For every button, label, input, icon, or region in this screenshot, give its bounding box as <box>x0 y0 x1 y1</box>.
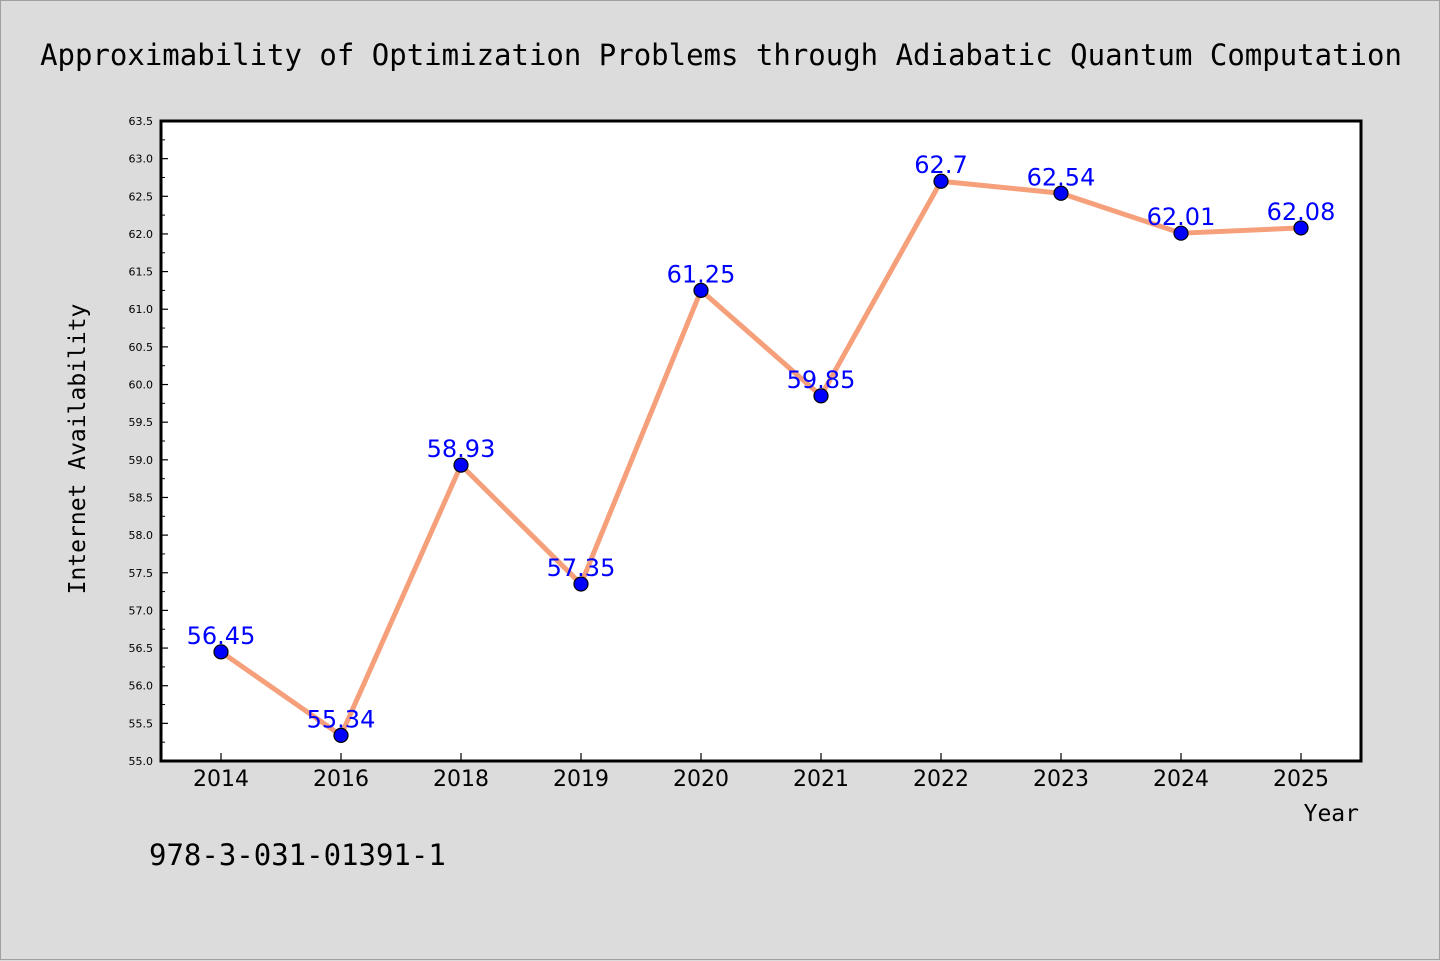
x-tick-label: 2016 <box>313 767 369 792</box>
data-point <box>213 644 229 660</box>
y-tick-label: 55.0 <box>129 755 154 768</box>
y-tick-label: 60.5 <box>129 341 154 354</box>
y-tick-label: 56.0 <box>129 680 154 693</box>
x-tick-label: 2019 <box>553 767 609 792</box>
data-label: 61.25 <box>667 260 736 288</box>
data-point <box>1173 225 1189 241</box>
data-point <box>693 282 709 299</box>
data-point <box>453 457 469 473</box>
y-tick-label: 61.0 <box>129 303 154 316</box>
x-tick-label: 2025 <box>1273 767 1329 792</box>
y-tick-label: 63.0 <box>129 153 154 166</box>
isbn-footer: 978-3-031-01391-1 <box>149 838 446 872</box>
series-line <box>219 178 1302 738</box>
data-label: 58.93 <box>427 435 496 463</box>
x-tick-label: 2021 <box>793 767 849 792</box>
x-tick-label: 2020 <box>673 767 729 792</box>
y-tick-label: 59.0 <box>129 454 154 467</box>
y-tick-label: 55.5 <box>129 717 154 730</box>
data-label: 62.7 <box>914 151 967 179</box>
series-group <box>219 178 1302 738</box>
y-tick-label: 57.0 <box>129 604 154 617</box>
data-point <box>573 576 589 592</box>
data-point <box>1053 185 1069 201</box>
data-point <box>933 173 949 189</box>
y-tick-label: 61.5 <box>129 266 154 279</box>
data-label: 56.45 <box>187 622 256 650</box>
data-labels: 56.45 55.34 58.93 57.35 61.25 59.85 62.7 62.54 6… <box>187 151 1336 733</box>
x-tick-label: 2018 <box>433 767 489 792</box>
x-tick-label: 2022 <box>913 767 969 792</box>
x-tick-label: 2024 <box>1153 767 1209 792</box>
x-axis-label: Year <box>1304 801 1359 827</box>
y-tick-label: 57.5 <box>129 567 154 580</box>
x-axis: 2014 2016 2018 2019 2020 2021 2022 2023 2024 2025 <box>193 753 1329 792</box>
y-tick-label: 56.5 <box>129 642 154 655</box>
x-tick-label: 2023 <box>1033 767 1089 792</box>
data-label: 59.85 <box>787 366 856 394</box>
y-axis: 55.0 55.5 56.0 56.5 57.0 57.5 58.0 58.5 59.0 59.5… <box>129 115 168 768</box>
y-tick-label: 58.0 <box>129 529 154 542</box>
data-label: 57.35 <box>547 554 616 582</box>
y-tick-label: 62.5 <box>129 190 154 203</box>
data-point <box>813 388 829 404</box>
y-tick-label: 59.5 <box>129 416 154 429</box>
data-label: 55.34 <box>307 705 376 733</box>
y-tick-label: 58.5 <box>129 491 154 504</box>
y-tick-label: 60.0 <box>129 379 154 392</box>
y-tick-label: 62.0 <box>129 228 154 241</box>
data-point <box>333 727 349 744</box>
data-markers <box>213 173 1309 744</box>
data-label: 62.01 <box>1147 203 1216 231</box>
y-axis-label: Internet Availability <box>65 304 91 595</box>
data-label: 62.08 <box>1267 198 1336 226</box>
x-tick-label: 2014 <box>193 767 249 792</box>
y-tick-label: 63.5 <box>129 115 154 128</box>
data-point <box>1293 220 1309 236</box>
chart-title: Approximability of Optimization Problems… <box>40 38 1402 72</box>
data-label: 62.54 <box>1027 163 1096 191</box>
